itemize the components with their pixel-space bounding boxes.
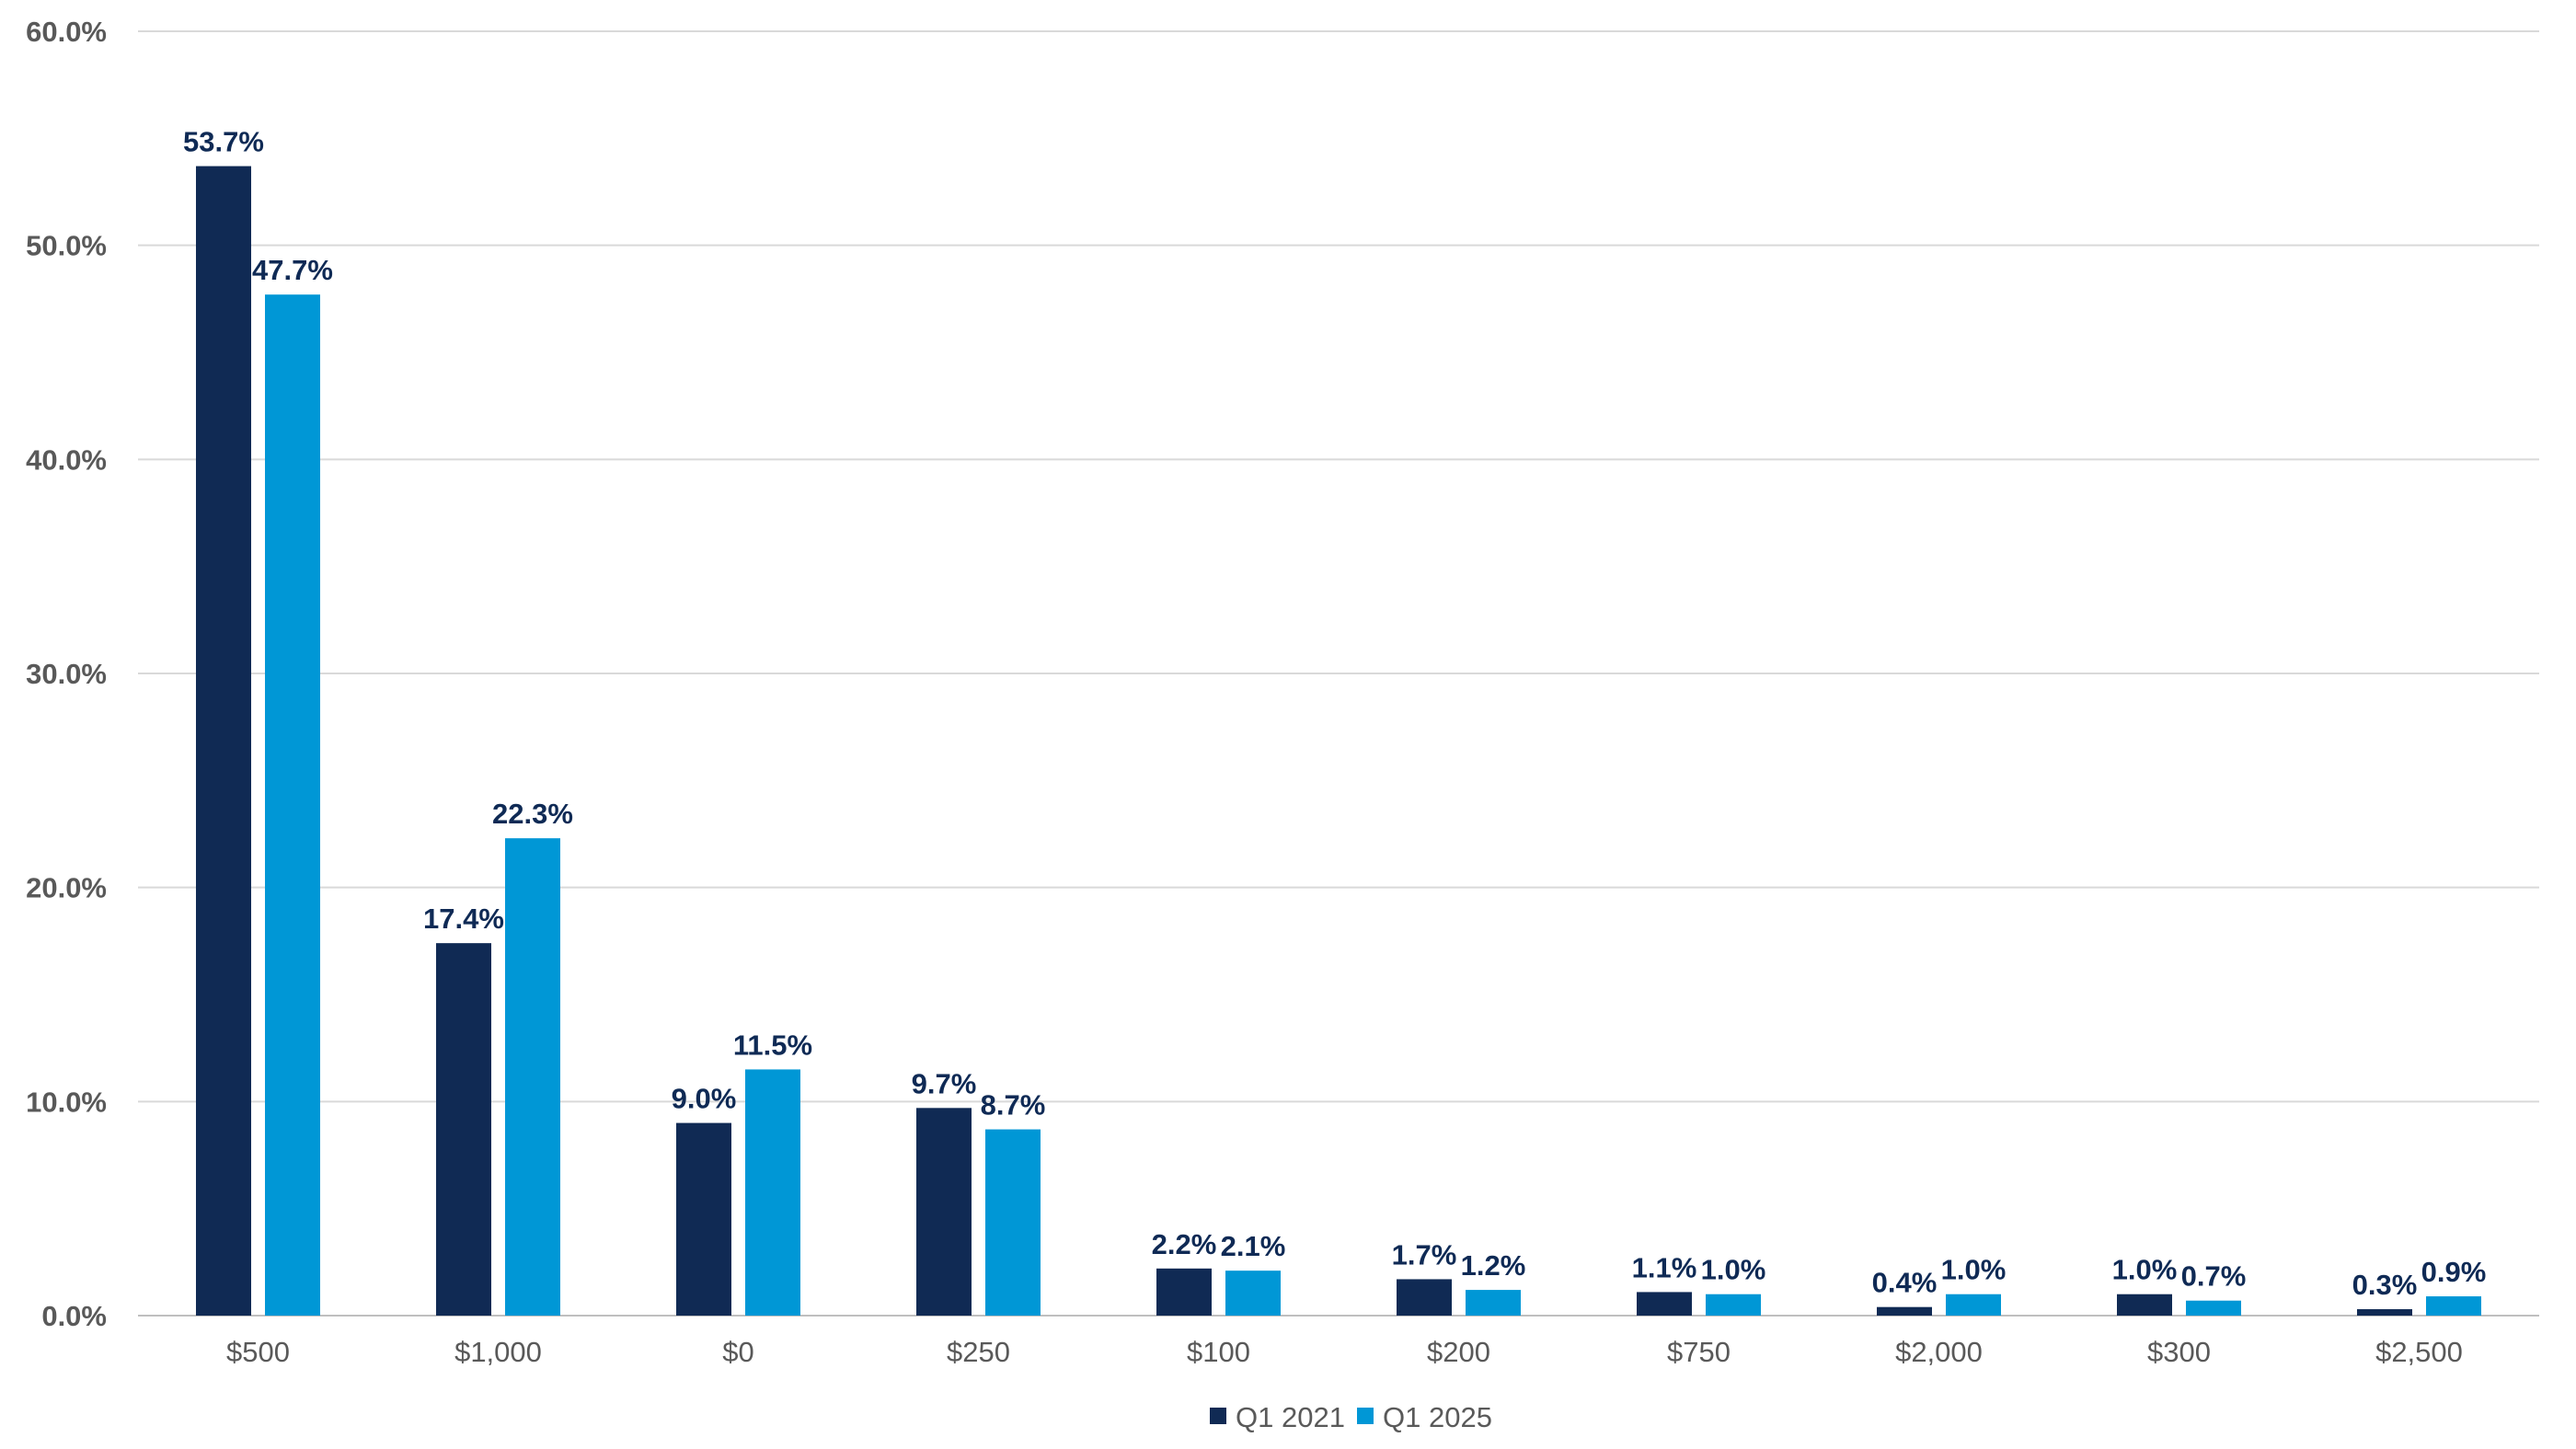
legend-label: Q1 2025 <box>1383 1401 1492 1433</box>
legend-swatch <box>1210 1408 1226 1424</box>
x-tick-label: $250 <box>947 1336 1010 1368</box>
data-label: 47.7% <box>252 254 333 286</box>
data-label: 0.4% <box>1872 1267 1938 1299</box>
bar-q1-2025-1 <box>265 294 320 1317</box>
data-label: 1.0% <box>1701 1254 1766 1286</box>
data-label: 9.7% <box>912 1067 977 1099</box>
y-tick-label: 10.0% <box>26 1086 107 1118</box>
x-tick-label: $2,000 <box>1895 1336 1983 1368</box>
bar-q1-2025-7 <box>1706 1294 1761 1316</box>
bar-q1-2025-2 <box>505 838 560 1316</box>
y-tick-label: 0.0% <box>41 1300 107 1332</box>
bar-q1-2021-8 <box>1877 1306 1932 1316</box>
data-label: 22.3% <box>492 798 573 830</box>
x-tick-label: $0 <box>722 1336 753 1368</box>
y-tick-label: 40.0% <box>26 443 107 476</box>
bar-q1-2025-3 <box>745 1069 800 1316</box>
data-label: 1.1% <box>1632 1251 1697 1283</box>
bar-q1-2021-1 <box>196 166 251 1317</box>
data-label: 53.7% <box>183 126 264 158</box>
data-labels: 53.7% 47.7% 17.4% 22.3% 9.0% 11.5% 9.7%8.7% 2.2… <box>183 126 2486 1301</box>
legend: Q1 2021 Q1 2025 <box>1210 1401 1492 1433</box>
x-tick-label: $200 <box>1427 1336 1490 1368</box>
x-tick-label: $300 <box>2147 1336 2211 1368</box>
bars <box>196 166 2481 1317</box>
data-label: 8.7% <box>981 1089 1046 1121</box>
data-label: 0.3% <box>2352 1269 2418 1301</box>
y-tick-label: 30.0% <box>26 658 107 690</box>
legend-label: Q1 2021 <box>1236 1401 1345 1433</box>
bar-q1-2021-3 <box>676 1122 731 1316</box>
x-tick-label: $2,500 <box>2375 1336 2463 1368</box>
bar-q1-2021-4 <box>916 1108 972 1316</box>
bar-q1-2025-6 <box>1466 1290 1521 1316</box>
data-label: 1.0% <box>2112 1254 2178 1286</box>
data-label: 17.4% <box>423 903 504 935</box>
bar-q1-2025-5 <box>1225 1271 1281 1316</box>
y-axis-ticks: 0.0% 10.0% 20.0% 30.0% 40.0% 50.0% 60.0% <box>26 16 107 1332</box>
gridlines <box>138 30 2539 1317</box>
data-label: 11.5% <box>733 1029 812 1061</box>
y-tick-label: 20.0% <box>26 872 107 904</box>
bar-q1-2021-2 <box>436 943 491 1316</box>
bar-q1-2025-8 <box>1946 1294 2001 1316</box>
bar-q1-2025-9 <box>2186 1300 2241 1316</box>
bar-q1-2021-7 <box>1637 1292 1692 1316</box>
x-tick-label: $500 <box>226 1336 290 1368</box>
bar-q1-2021-9 <box>2117 1294 2172 1316</box>
data-label: 1.7% <box>1392 1238 1457 1271</box>
data-label: 9.0% <box>672 1083 737 1115</box>
data-label: 0.9% <box>2421 1256 2487 1288</box>
data-label: 2.2% <box>1152 1228 1217 1260</box>
bar-q1-2021-10 <box>2357 1309 2412 1316</box>
data-label: 2.1% <box>1221 1230 1286 1262</box>
data-label: 1.0% <box>1941 1254 2007 1286</box>
x-tick-label: $1,000 <box>454 1336 542 1368</box>
data-label: 1.2% <box>1461 1249 1526 1282</box>
x-tick-label: $100 <box>1187 1336 1250 1368</box>
y-tick-label: 60.0% <box>26 16 107 48</box>
legend-swatch <box>1357 1408 1374 1424</box>
bar-q1-2025-4 <box>985 1129 1041 1316</box>
bar-q1-2025-10 <box>2426 1296 2481 1316</box>
data-label: 0.7% <box>2181 1260 2247 1293</box>
y-tick-label: 50.0% <box>26 230 107 262</box>
bar-q1-2021-6 <box>1397 1279 1452 1316</box>
x-tick-label: $750 <box>1667 1336 1731 1368</box>
x-axis-ticks: $500 $1,000 $0 $250 $100 $200 $750 $2,000 $300 $2… <box>226 1336 2463 1368</box>
bar-q1-2021-5 <box>1156 1268 1212 1316</box>
